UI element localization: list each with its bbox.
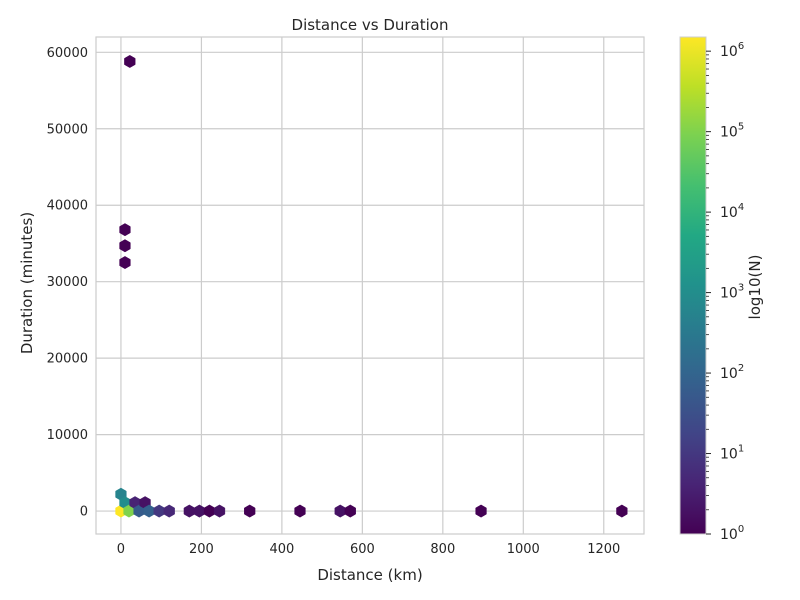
x-tick-label: 800 bbox=[430, 542, 455, 557]
chart-title: Distance vs Duration bbox=[292, 16, 449, 34]
hexbin-cell bbox=[475, 504, 487, 518]
colorbar-frame bbox=[679, 36, 707, 535]
colorbar-gradient bbox=[680, 37, 706, 534]
colorbar-tick-label: 106 bbox=[720, 41, 744, 60]
hexbin-cell bbox=[119, 256, 131, 270]
colorbar-tick-label: 101 bbox=[720, 444, 744, 463]
y-tick-label: 40000 bbox=[47, 199, 88, 214]
x-tick-label: 400 bbox=[269, 542, 294, 557]
y-tick-labels: 0 10000 20000 30000 40000 50000 60000 bbox=[47, 46, 88, 520]
colorbar-tick-label: 102 bbox=[720, 363, 744, 382]
hexbin-cell bbox=[344, 504, 356, 518]
y-axis-label: Duration (minutes) bbox=[18, 212, 36, 354]
hexbin-cell bbox=[119, 239, 131, 253]
colorbar: 100 101 102 103 104 105 106 log10(N) bbox=[679, 36, 764, 543]
colorbar-tick-label: 100 bbox=[720, 524, 744, 543]
y-tick-label: 10000 bbox=[47, 428, 88, 443]
plot-area: 0 200 400 600 800 1000 1200 0 10000 20000 30000 40… bbox=[47, 36, 645, 557]
y-tick-label: 50000 bbox=[47, 122, 88, 137]
x-tick-label: 1200 bbox=[587, 542, 620, 557]
hexbin-cell bbox=[124, 54, 136, 68]
hexbin-cells bbox=[115, 54, 628, 518]
hexbin-cell bbox=[213, 504, 226, 518]
hexbin-cell bbox=[119, 223, 131, 237]
hexbin-cell bbox=[616, 504, 628, 518]
hexbin-cell bbox=[294, 504, 306, 518]
x-tick-label: 200 bbox=[189, 542, 214, 557]
x-tick-label: 1000 bbox=[507, 542, 540, 557]
plot-background bbox=[96, 37, 644, 534]
hexbin-cell bbox=[244, 504, 256, 518]
y-tick-label: 20000 bbox=[47, 352, 88, 367]
x-tick-labels: 0 200 400 600 800 1000 1200 bbox=[117, 542, 621, 557]
y-tick-label: 0 bbox=[80, 505, 88, 520]
y-tick-label: 60000 bbox=[47, 46, 88, 61]
colorbar-tick-label: 105 bbox=[720, 122, 744, 141]
x-axis-label: Distance (km) bbox=[317, 566, 422, 584]
colorbar-ticks: 100 101 102 103 104 105 106 bbox=[706, 41, 744, 543]
colorbar-tick-label: 103 bbox=[720, 283, 744, 302]
hexbin-cell bbox=[163, 504, 175, 518]
colorbar-label: log10(N) bbox=[746, 255, 764, 320]
colorbar-tick-label: 104 bbox=[720, 202, 744, 221]
x-tick-label: 600 bbox=[350, 542, 375, 557]
y-tick-label: 30000 bbox=[47, 275, 88, 290]
x-tick-label: 0 bbox=[117, 542, 125, 557]
plot-frame bbox=[95, 36, 645, 535]
